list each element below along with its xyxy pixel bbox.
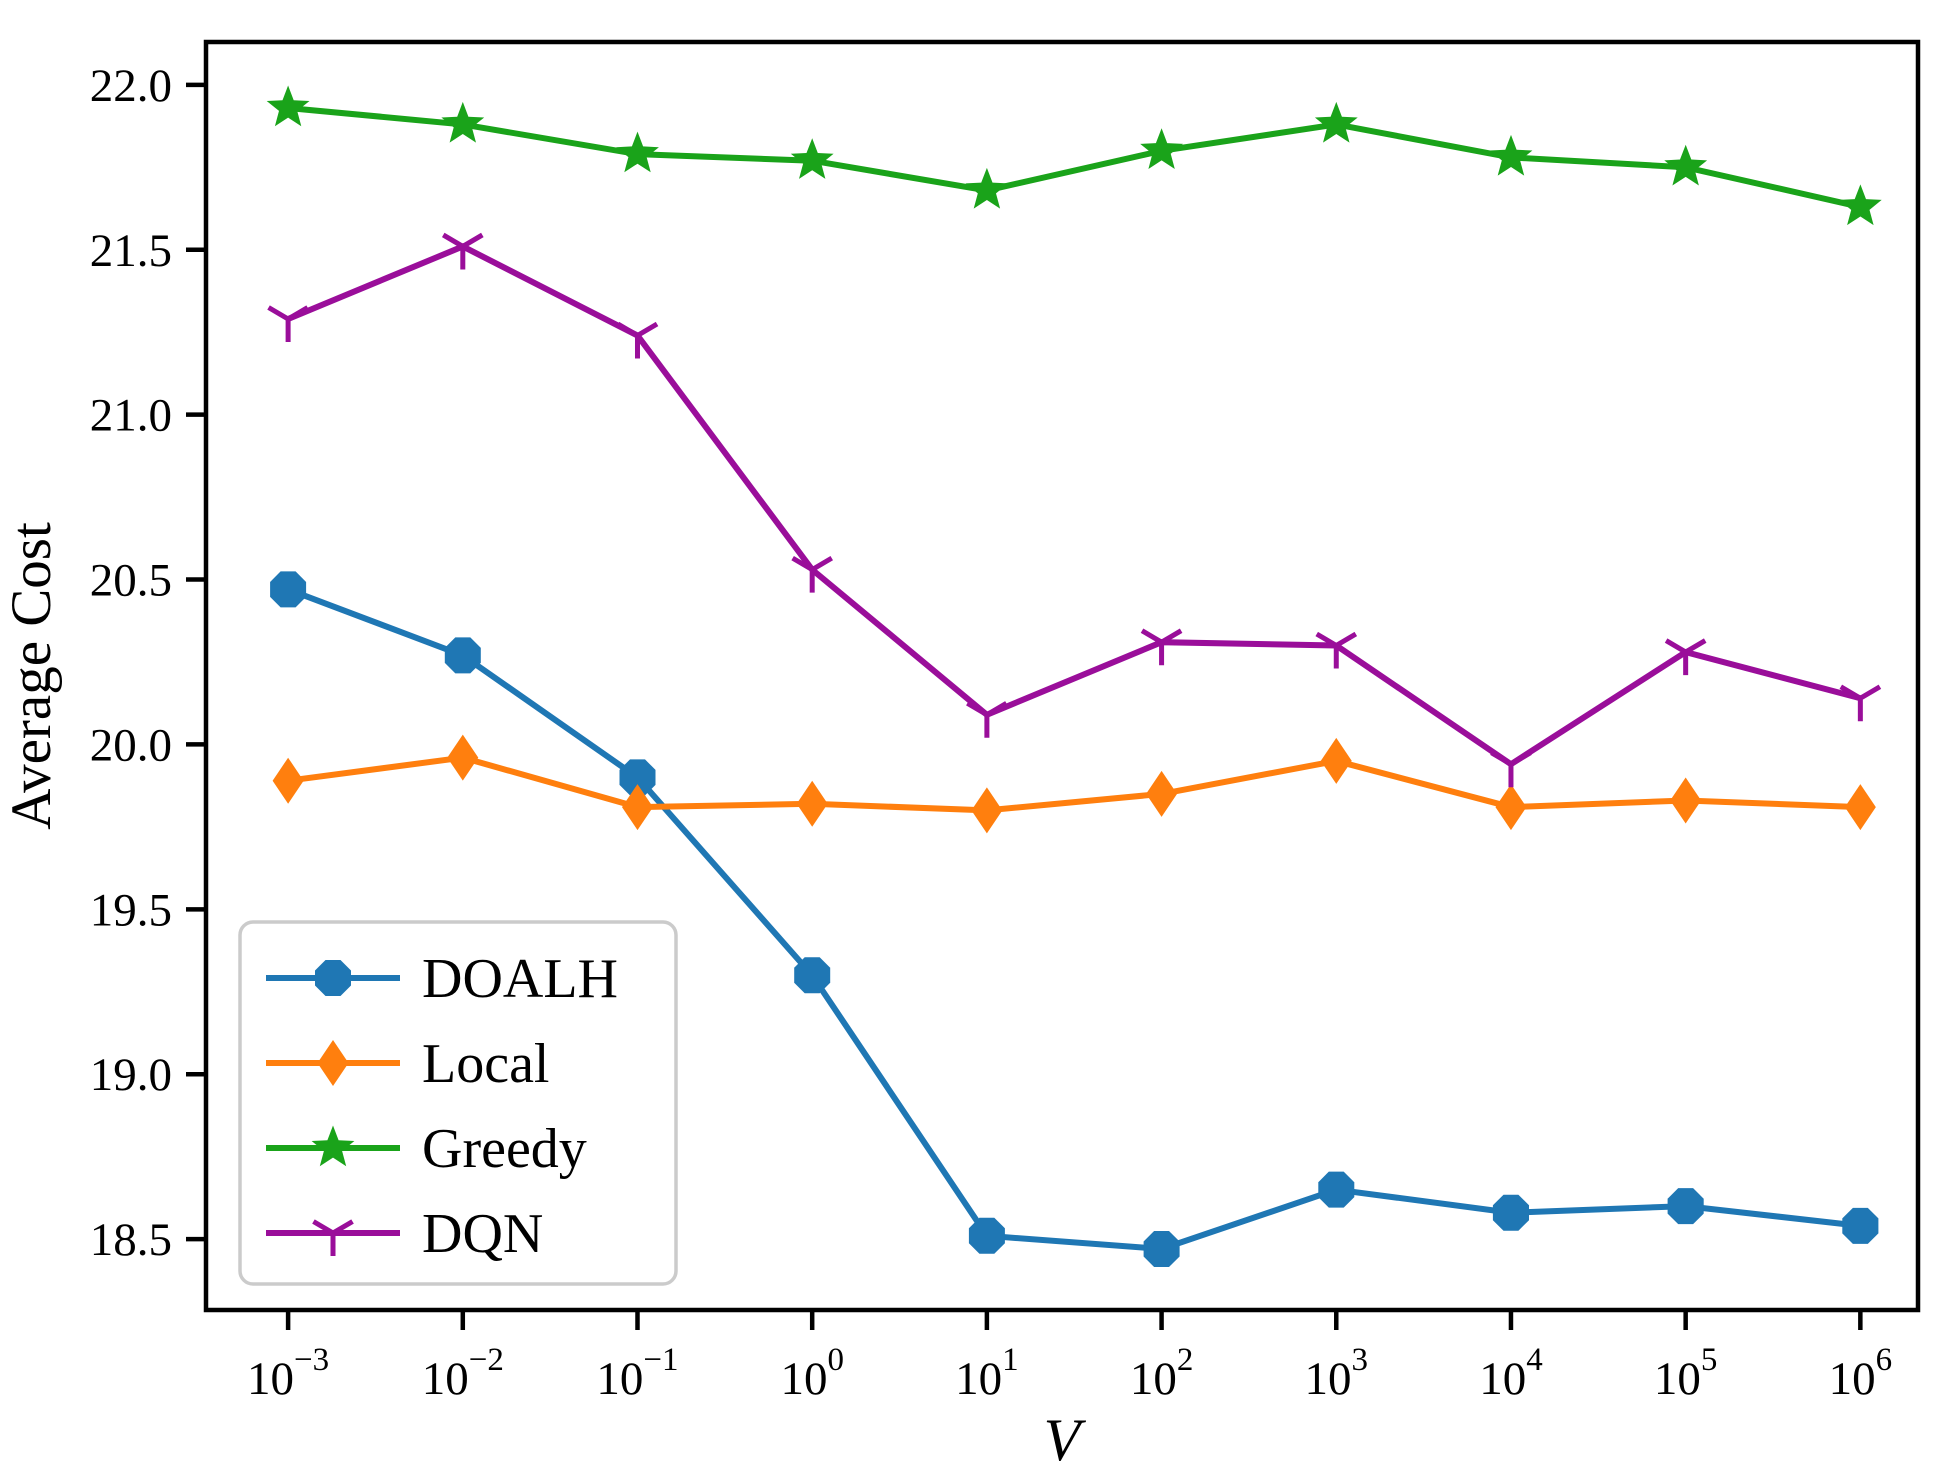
legend: DOALH Local Greedy DQN — [238, 920, 678, 1286]
local-marker — [796, 780, 828, 827]
dqn-marker — [1315, 631, 1358, 669]
y-tick-label: 20.5 — [90, 555, 172, 607]
legend-row-dqn: DQN — [266, 1203, 543, 1265]
legend-diamond-marker — [317, 1040, 349, 1086]
legend-label: DQN — [422, 1203, 543, 1265]
y-tick-label: 19.5 — [90, 884, 172, 936]
doalh-marker — [270, 571, 307, 608]
doalh-marker — [1143, 1231, 1180, 1267]
x-tick-label: 10−1 — [596, 1342, 678, 1405]
local-line — [287, 754, 1861, 814]
y-tick-label: 19.0 — [90, 1049, 172, 1101]
greedy-marker — [1839, 184, 1882, 226]
legend-label: Local — [422, 1033, 549, 1095]
x-tick-label: 104 — [1479, 1342, 1543, 1405]
doalh-marker — [968, 1217, 1005, 1254]
dqn-marker — [1664, 638, 1707, 676]
y-tick-label: 18.5 — [90, 1214, 172, 1266]
y-axis-title: Average Cost — [0, 522, 63, 830]
x-axis-title: V — [1044, 1407, 1087, 1473]
dqn-marker — [791, 555, 834, 593]
legend-label: DOALH — [422, 948, 618, 1010]
dqn-marker — [1839, 684, 1882, 722]
greedy-line — [287, 104, 1862, 210]
doalh-marker — [1842, 1207, 1879, 1244]
series-layer — [266, 85, 1882, 1267]
greedy-marker — [790, 138, 834, 179]
dqn-marker — [1490, 750, 1532, 788]
local-marker — [971, 787, 1003, 834]
dqn-marker — [441, 232, 484, 270]
greedy-marker — [266, 85, 310, 127]
series-doalh — [270, 571, 1879, 1267]
greedy-marker — [965, 167, 1009, 209]
local-marker — [1495, 784, 1527, 831]
x-tick-label: 100 — [780, 1342, 844, 1405]
plot-border — [203, 39, 1921, 1313]
local-marker — [1844, 784, 1876, 831]
doalh-marker — [1667, 1188, 1704, 1225]
series-dqn — [267, 232, 1882, 788]
series-greedy — [266, 85, 1882, 226]
x-tick-label: 105 — [1654, 1342, 1718, 1405]
legend-row-greedy: Greedy — [266, 1118, 587, 1180]
legend-row-local: Local — [266, 1033, 549, 1095]
legend-row-doalh: DOALH — [266, 948, 618, 1010]
greedy-marker — [1140, 128, 1183, 169]
x-tick-label: 102 — [1130, 1342, 1194, 1405]
greedy-marker — [1314, 101, 1358, 143]
greedy-marker — [1489, 134, 1533, 176]
doalh-marker — [1318, 1171, 1355, 1208]
legend-star-marker — [311, 1125, 355, 1167]
local-marker — [1670, 777, 1702, 824]
x-tick-label: 106 — [1829, 1342, 1893, 1405]
legend-tri-down-marker — [312, 1219, 354, 1256]
local-marker — [1146, 770, 1178, 817]
doalh-marker — [1492, 1194, 1529, 1231]
local-marker — [447, 734, 479, 781]
local-marker — [621, 784, 653, 831]
dqn-marker — [966, 701, 1008, 738]
x-axis: 10−3 10−2 10−1 100 101 102 103 104 105 106 — [247, 1310, 1892, 1405]
x-tick-label: 10−2 — [422, 1342, 504, 1405]
doalh-marker — [794, 957, 831, 994]
x-tick-label: 10−3 — [247, 1342, 329, 1405]
y-tick-label: 21.0 — [90, 390, 172, 442]
x-tick-label: 103 — [1305, 1342, 1369, 1405]
dqn-marker — [616, 321, 659, 359]
legend-label: Greedy — [422, 1118, 587, 1180]
y-tick-label: 22.0 — [90, 60, 172, 112]
dqn-marker — [1140, 628, 1183, 666]
y-tick-label: 21.5 — [90, 225, 172, 277]
x-tick-label: 101 — [955, 1342, 1018, 1405]
y-tick-label: 20.0 — [90, 719, 172, 771]
legend-octagon-marker — [315, 960, 351, 996]
local-marker — [1320, 737, 1352, 784]
dqn-marker — [267, 305, 309, 343]
greedy-marker — [1664, 144, 1708, 186]
dqn-line — [286, 243, 1862, 768]
y-axis: 18.5 19.0 19.5 20.0 20.5 21.0 21.5 22.0 — [90, 60, 206, 1266]
local-marker — [272, 757, 304, 804]
doalh-marker — [444, 637, 481, 674]
doalh-line — [287, 586, 1861, 1253]
doalh-marker — [619, 759, 656, 796]
legend-box — [238, 920, 678, 1286]
greedy-marker — [616, 131, 659, 173]
series-local — [272, 734, 1876, 834]
greedy-marker — [441, 101, 485, 143]
